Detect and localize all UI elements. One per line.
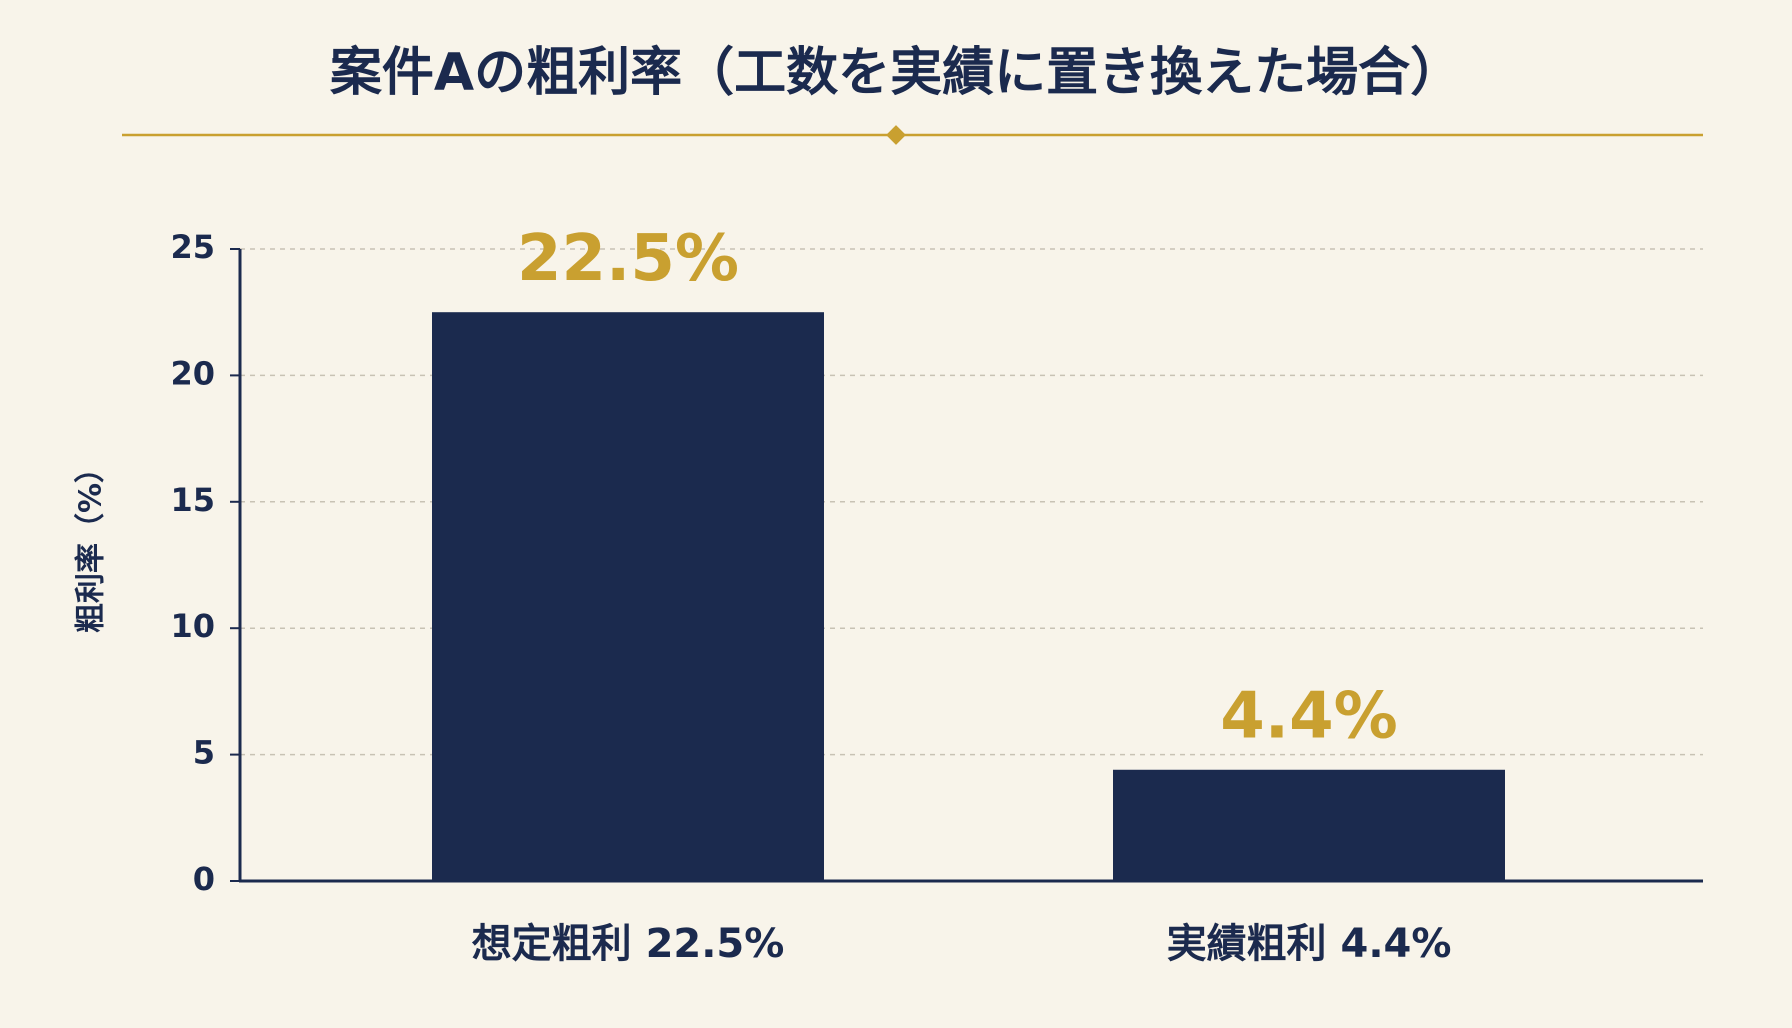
x-tick-label: 実績粗利 4.4% [1167, 921, 1452, 967]
bar [1113, 769, 1505, 881]
y-axis-label: 粗利率（%） [74, 453, 109, 633]
value-label: 4.4% [1220, 679, 1398, 753]
y-tick-label: 20 [170, 354, 215, 392]
value-label: 22.5% [517, 222, 739, 296]
chart-title: 案件Aの粗利率（工数を実績に置き換えた場合） [330, 43, 1462, 103]
bar [432, 312, 824, 881]
y-tick-label: 0 [193, 860, 215, 898]
x-tick-label: 想定粗利 22.5% [472, 921, 785, 967]
y-tick-label: 10 [170, 607, 215, 645]
y-tick-label: 25 [170, 228, 215, 266]
y-tick-label: 5 [193, 734, 215, 772]
plot-area: 0 5 10 15 20 25 想定粗利 22.5% 22.5% 実績粗利 4.4% 4.4% [170, 222, 1703, 967]
y-tick-label: 15 [170, 481, 215, 519]
